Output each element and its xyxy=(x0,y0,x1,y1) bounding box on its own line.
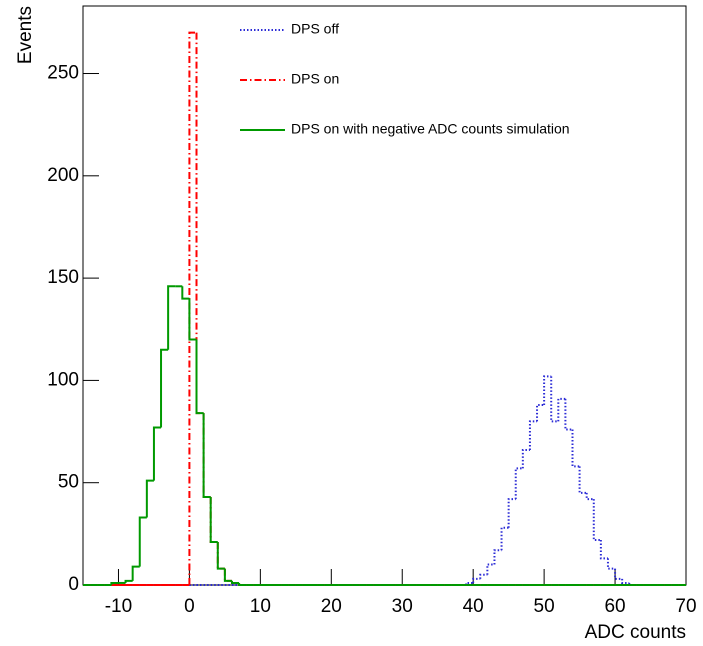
histogram-bin xyxy=(202,413,211,499)
histogram-bin xyxy=(181,286,190,300)
histogram-bin xyxy=(536,403,545,422)
histogram-bin xyxy=(209,497,218,544)
y-axis-label: Events xyxy=(15,6,36,64)
histogram-bin xyxy=(592,499,601,541)
histogram-bin xyxy=(110,581,119,585)
histogram-bin xyxy=(230,580,240,584)
histogram-bin xyxy=(145,479,154,518)
histogram-bin xyxy=(578,466,587,494)
x-axis-label: ADC counts xyxy=(585,622,686,643)
histogram-bin xyxy=(521,448,530,469)
histogram-bin xyxy=(479,573,488,579)
histogram-bin xyxy=(621,578,630,584)
x-tick-label: 10 xyxy=(250,596,271,617)
histogram-bin xyxy=(599,539,608,560)
y-tick-label: 100 xyxy=(47,369,79,390)
x-tick-label: 0 xyxy=(184,596,195,617)
histogram-bin xyxy=(500,526,509,551)
histogram-bin xyxy=(550,376,559,423)
histogram-bin xyxy=(571,429,580,468)
histogram-bin xyxy=(216,542,225,570)
histogram-bin xyxy=(223,568,232,582)
y-tick-label: 150 xyxy=(47,267,79,288)
histogram-bin xyxy=(223,568,232,582)
legend-label: DPS on xyxy=(291,71,339,87)
histogram-bin xyxy=(160,348,169,428)
x-tick-label: 40 xyxy=(463,596,484,617)
histogram-bin xyxy=(138,516,147,567)
histogram-bin xyxy=(195,339,204,415)
histogram-bin xyxy=(528,420,538,450)
histogram-bin xyxy=(195,32,204,415)
frame xyxy=(82,5,687,586)
x-tick-label: 50 xyxy=(534,596,555,617)
y-tick-label: 250 xyxy=(47,63,79,84)
legend-label: DPS off xyxy=(291,21,339,37)
histogram-bin xyxy=(493,549,502,565)
histogram-bin xyxy=(543,375,552,405)
histogram-bin xyxy=(585,492,594,501)
histogram-bin xyxy=(238,582,247,586)
histogram-bin xyxy=(628,582,637,586)
x-tick-label: 60 xyxy=(604,596,625,617)
histogram-bin xyxy=(167,285,176,350)
histogram-bin xyxy=(472,577,481,583)
histogram-bin xyxy=(202,413,211,499)
histogram-bin xyxy=(209,497,218,544)
histogram-bin xyxy=(124,579,133,583)
y-tick-label: 50 xyxy=(58,472,79,493)
x-tick-label: -10 xyxy=(105,596,132,617)
x-tick-label: 30 xyxy=(392,596,413,617)
histogram-bin xyxy=(614,568,623,580)
x-tick-label: 70 xyxy=(675,596,696,617)
histogram-bin xyxy=(188,298,197,341)
y-tick-label: 200 xyxy=(47,165,79,186)
histogram-bin xyxy=(131,565,140,581)
histogram-bin xyxy=(507,498,516,528)
histogram-bin xyxy=(606,558,616,570)
histogram-bin xyxy=(486,563,495,575)
histogram-bin xyxy=(216,542,225,570)
histogram-bin xyxy=(514,467,523,500)
histogram-bin xyxy=(188,31,197,585)
legend-label: DPS on with negative ADC counts simulati… xyxy=(291,121,570,137)
y-tick-label: 0 xyxy=(68,574,79,595)
x-tick-label: 20 xyxy=(321,596,342,617)
histogram-bin xyxy=(564,398,573,431)
histogram-bin xyxy=(557,397,566,422)
histogram-bin xyxy=(152,426,162,481)
